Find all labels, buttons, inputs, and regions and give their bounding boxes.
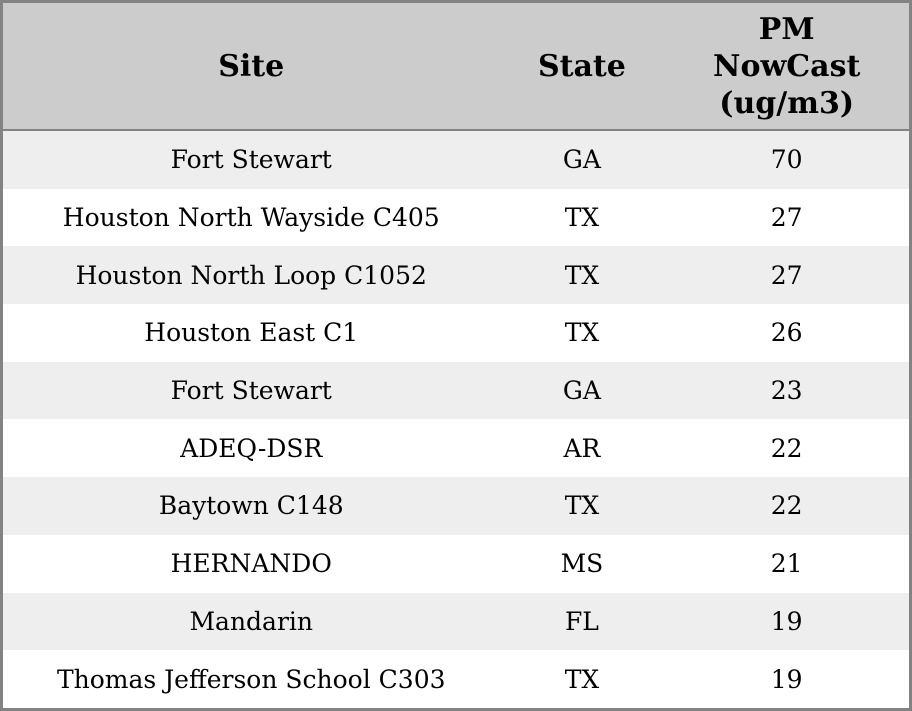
table-row: Houston North Loop C1052 TX 27 [3,246,909,305]
pm-cell: 27 [770,203,803,233]
site-cell: ADEQ-DSR [180,433,323,463]
pm-cell: 22 [770,433,803,463]
pm-nowcast-table: Site State PM NowCast (ug/m3) Fort Stewa… [3,3,909,708]
pm-cell: 26 [770,318,803,348]
state-cell: TX [564,318,600,348]
table-row: Thomas Jefferson School C303 TX 19 [3,650,909,708]
table-row: Fort Stewart GA 23 [3,361,909,420]
state-cell: AR [563,433,601,463]
site-cell: Fort Stewart [170,145,332,175]
site-cell: Houston North Loop C1052 [75,260,427,290]
site-cell: Mandarin [189,606,314,636]
table-row: Fort Stewart GA 70 [3,130,909,189]
state-cell: GA [562,145,601,175]
state-cell: TX [564,203,600,233]
pm-cell: 22 [770,491,803,521]
state-cell: TX [564,491,600,521]
state-cell: TX [564,664,600,694]
column-header-state: State [499,3,665,131]
site-cell: Baytown C148 [158,491,344,521]
table-body: Fort Stewart GA 70 Houston North Wayside… [3,130,909,708]
state-cell: FL [564,606,599,636]
site-cell: Houston North Wayside C405 [62,203,440,233]
table-row: Houston North Wayside C405 TX 27 [3,188,909,247]
table-row: Baytown C148 TX 22 [3,477,909,535]
site-cell: HERNANDO [170,549,332,579]
table-row: HERNANDO MS 21 [3,534,909,593]
state-cell: MS [560,549,604,579]
table-header: Site State PM NowCast (ug/m3) [3,3,909,131]
pm-cell: 19 [770,664,803,694]
pm-cell: 21 [770,549,803,579]
column-header-site: Site [3,3,500,131]
state-cell: GA [562,376,601,406]
pm-cell: 23 [770,376,803,406]
pm-cell: 70 [770,145,803,175]
state-cell: TX [564,260,600,290]
column-header-pm-nowcast: PM NowCast (ug/m3) [664,3,909,131]
site-cell: Fort Stewart [170,376,332,406]
site-cell: Thomas Jefferson School C303 [56,664,446,694]
table-row: Mandarin FL 19 [3,592,909,651]
site-cell: Houston East C1 [144,318,359,348]
table-row: ADEQ-DSR AR 22 [3,419,909,478]
pm-cell: 19 [770,606,803,636]
header-row: Site State PM NowCast (ug/m3) [3,3,909,131]
table-row: Houston East C1 TX 26 [3,304,909,362]
pm-cell: 27 [770,260,803,290]
